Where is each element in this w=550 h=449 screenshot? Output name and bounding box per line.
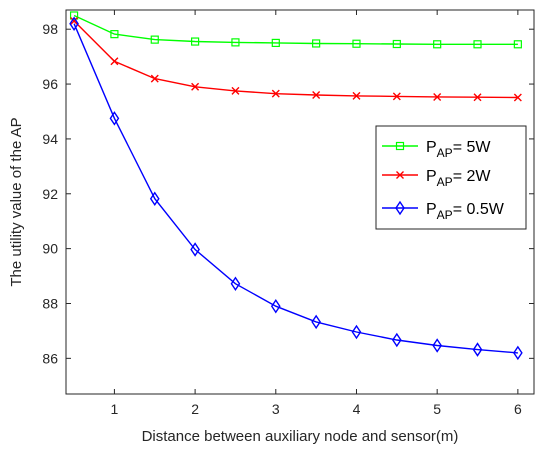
data-point [473,40,482,49]
data-point [352,91,361,100]
data-point [70,16,79,25]
y-tick-label: 90 [42,241,58,257]
data-point [351,324,362,340]
x-tick-label: 3 [272,401,280,417]
data-point [513,345,523,361]
legend-label-subscript: AP [437,175,453,189]
data-point [230,276,241,291]
y-tick-label: 96 [42,76,58,92]
legend-marker [395,200,405,216]
data-point [432,338,443,353]
series-line [73,20,518,99]
series [69,11,522,49]
data-point [231,38,240,47]
series-line [73,23,518,354]
legend-label-subscript: AP [437,146,453,160]
series-layer [69,11,523,361]
data-point [513,40,522,49]
legend-marker [395,141,405,151]
legend-label-rest: = 2W [453,168,492,185]
legend-marker [396,171,404,179]
series-line [73,14,518,45]
data-point [433,92,442,101]
legend-label-subscript: AP [437,208,453,222]
legend-label-rest: = 0.5W [453,201,505,218]
x-tick-label: 4 [353,401,361,417]
y-axis-title: The utility value of the AP [8,117,25,286]
legend-label: PAP= 5W [426,139,491,160]
legend-item: PAP= 0.5W [382,200,505,222]
series [70,16,522,102]
data-point [191,82,200,91]
y-tick-label: 88 [42,295,58,311]
legend-label: PAP= 2W [426,168,491,189]
data-point [69,11,79,20]
data-point [109,111,120,126]
series [69,16,523,361]
data-point [69,16,79,31]
data-point [271,38,280,48]
y-tick-label: 86 [42,350,58,366]
data-point [191,37,200,46]
data-point [271,89,280,98]
data-point [149,191,160,206]
data-point [110,30,119,39]
data-point [312,91,321,100]
data-point [472,342,483,357]
legend-label-rest: = 5W [453,139,492,156]
legend-box [375,125,527,230]
data-point [231,86,240,95]
data-point [391,332,402,348]
legend-label-main: P [426,201,437,218]
data-point [513,93,522,102]
data-point [150,74,159,83]
x-tick-label: 2 [191,401,199,417]
data-point [270,298,281,314]
data-point [311,314,321,330]
y-tick-label: 94 [42,131,58,147]
data-point [473,93,482,102]
data-point [392,92,401,101]
data-point [110,57,119,66]
y-axis: 86 88 90 92 94 96 98 [42,21,534,366]
x-tick-label: 6 [514,401,522,417]
data-point [150,35,159,44]
data-point [190,242,200,257]
legend-label: PAP= 0.5W [426,201,505,222]
data-point [352,39,361,48]
legend-label-main: P [426,168,437,185]
data-point [433,40,442,49]
y-tick-label: 92 [42,186,58,202]
legend-item: PAP= 5W [382,139,491,160]
legend-item: PAP= 2W [382,168,491,189]
x-tick-label: 1 [111,401,119,417]
legend-label-main: P [426,139,437,156]
x-axis-title: Distance between auxiliary node and sens… [142,428,459,445]
data-point [312,39,321,48]
data-point [392,39,401,49]
x-tick-label: 5 [433,401,441,417]
x-axis: 1 2 3 4 5 6 [111,10,522,417]
y-tick-label: 98 [42,21,58,37]
